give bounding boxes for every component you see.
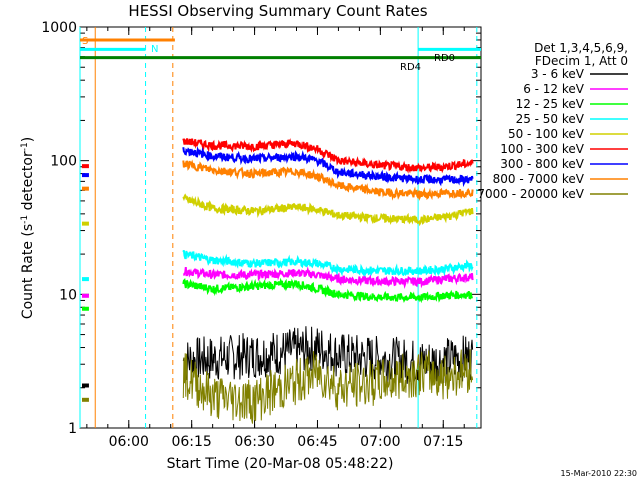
x-tick-label: 06:45	[297, 434, 337, 450]
bar-label-rd0: RD0	[434, 53, 455, 64]
series-line	[182, 159, 474, 202]
legend-entry-label: 800 - 7000 keV	[493, 172, 585, 186]
series-line	[182, 349, 474, 424]
series-line	[182, 146, 474, 188]
legend-entry-label: 25 - 50 keV	[516, 112, 585, 126]
chart-title: HESSI Observing Summary Count Rates	[128, 2, 427, 20]
x-tick-label: 07:00	[360, 434, 400, 450]
legend-entry-label: 300 - 800 keV	[500, 157, 584, 171]
series-line	[183, 266, 474, 289]
timestamp: 15-Mar-2010 22:30	[561, 469, 638, 478]
status-bars	[80, 38, 481, 60]
y-tick-label: 100	[50, 154, 77, 170]
legend-entry-label: 3 - 6 keV	[531, 67, 585, 81]
y-axis-label: Count Rate (s-1 detector-1)	[20, 137, 36, 319]
x-tick-label: 06:00	[109, 434, 149, 450]
legend-header: Det 1,3,4,5,6,9,	[534, 41, 628, 55]
axis-tick-labels: 06:00 06:15 06:30 06:45 07:00 07:15 1 10 100 1000	[41, 20, 463, 450]
series-line	[182, 193, 474, 227]
series-lines	[82, 138, 474, 424]
y-tick-label: 1000	[41, 20, 77, 36]
y-tick-label: 10	[59, 287, 77, 303]
series-line	[182, 250, 474, 278]
y-tick-label: 1	[68, 421, 77, 437]
bar-label-s: S	[82, 36, 88, 47]
x-tick-label: 07:15	[423, 434, 463, 450]
legend: Det 1,3,4,5,6,9,FDecim 1, Att 03 - 6 keV…	[477, 41, 628, 201]
bar-label-n: N	[151, 44, 158, 55]
bar-label-rd4: RD4	[400, 62, 421, 73]
x-tick-label: 06:30	[234, 434, 274, 450]
legend-entry-label: 100 - 300 keV	[500, 142, 584, 156]
legend-header: FDecim 1, Att 0	[535, 54, 628, 68]
series-line	[182, 277, 474, 304]
legend-entry-label: 50 - 100 keV	[508, 127, 585, 141]
legend-entry-label: 12 - 25 keV	[516, 97, 585, 111]
legend-entry-label: 6 - 12 keV	[523, 82, 585, 96]
x-tick-label: 06:15	[171, 434, 211, 450]
legend-entry-label: 7000 - 20000 keV	[477, 187, 584, 201]
x-axis-label: Start Time (20-Mar-08 05:48:22)	[167, 456, 394, 472]
series-line	[182, 138, 474, 174]
